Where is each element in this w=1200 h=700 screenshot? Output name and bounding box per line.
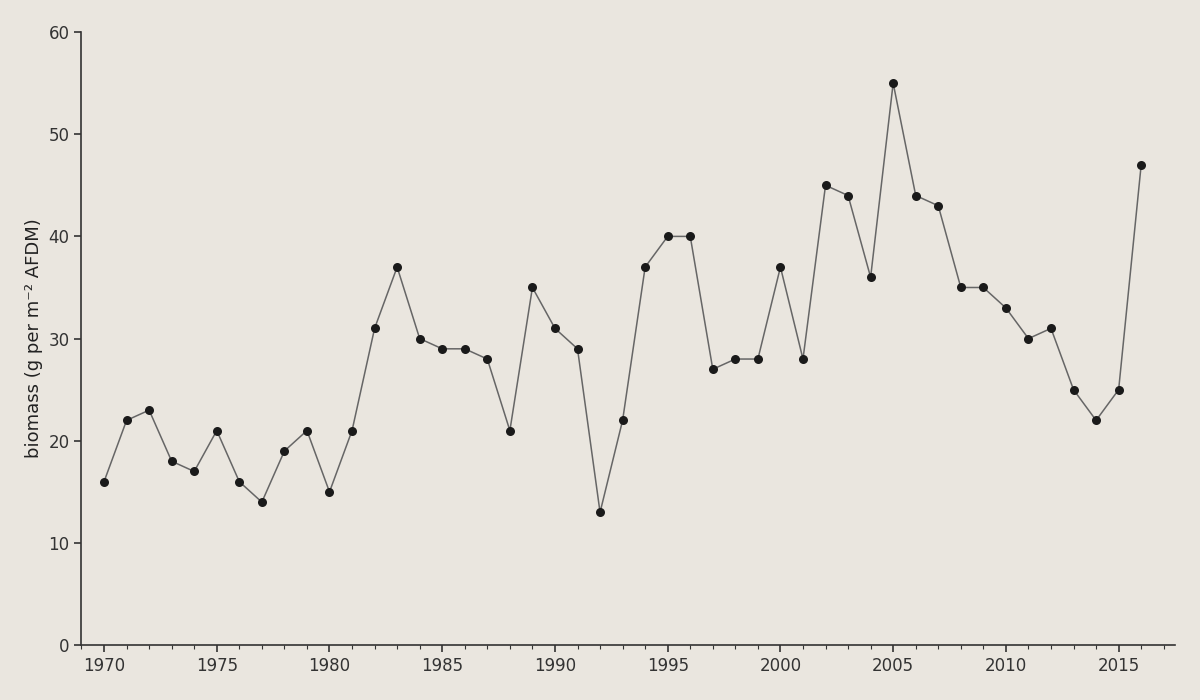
Y-axis label: biomass (g per m⁻² AFDM): biomass (g per m⁻² AFDM) xyxy=(25,218,43,458)
